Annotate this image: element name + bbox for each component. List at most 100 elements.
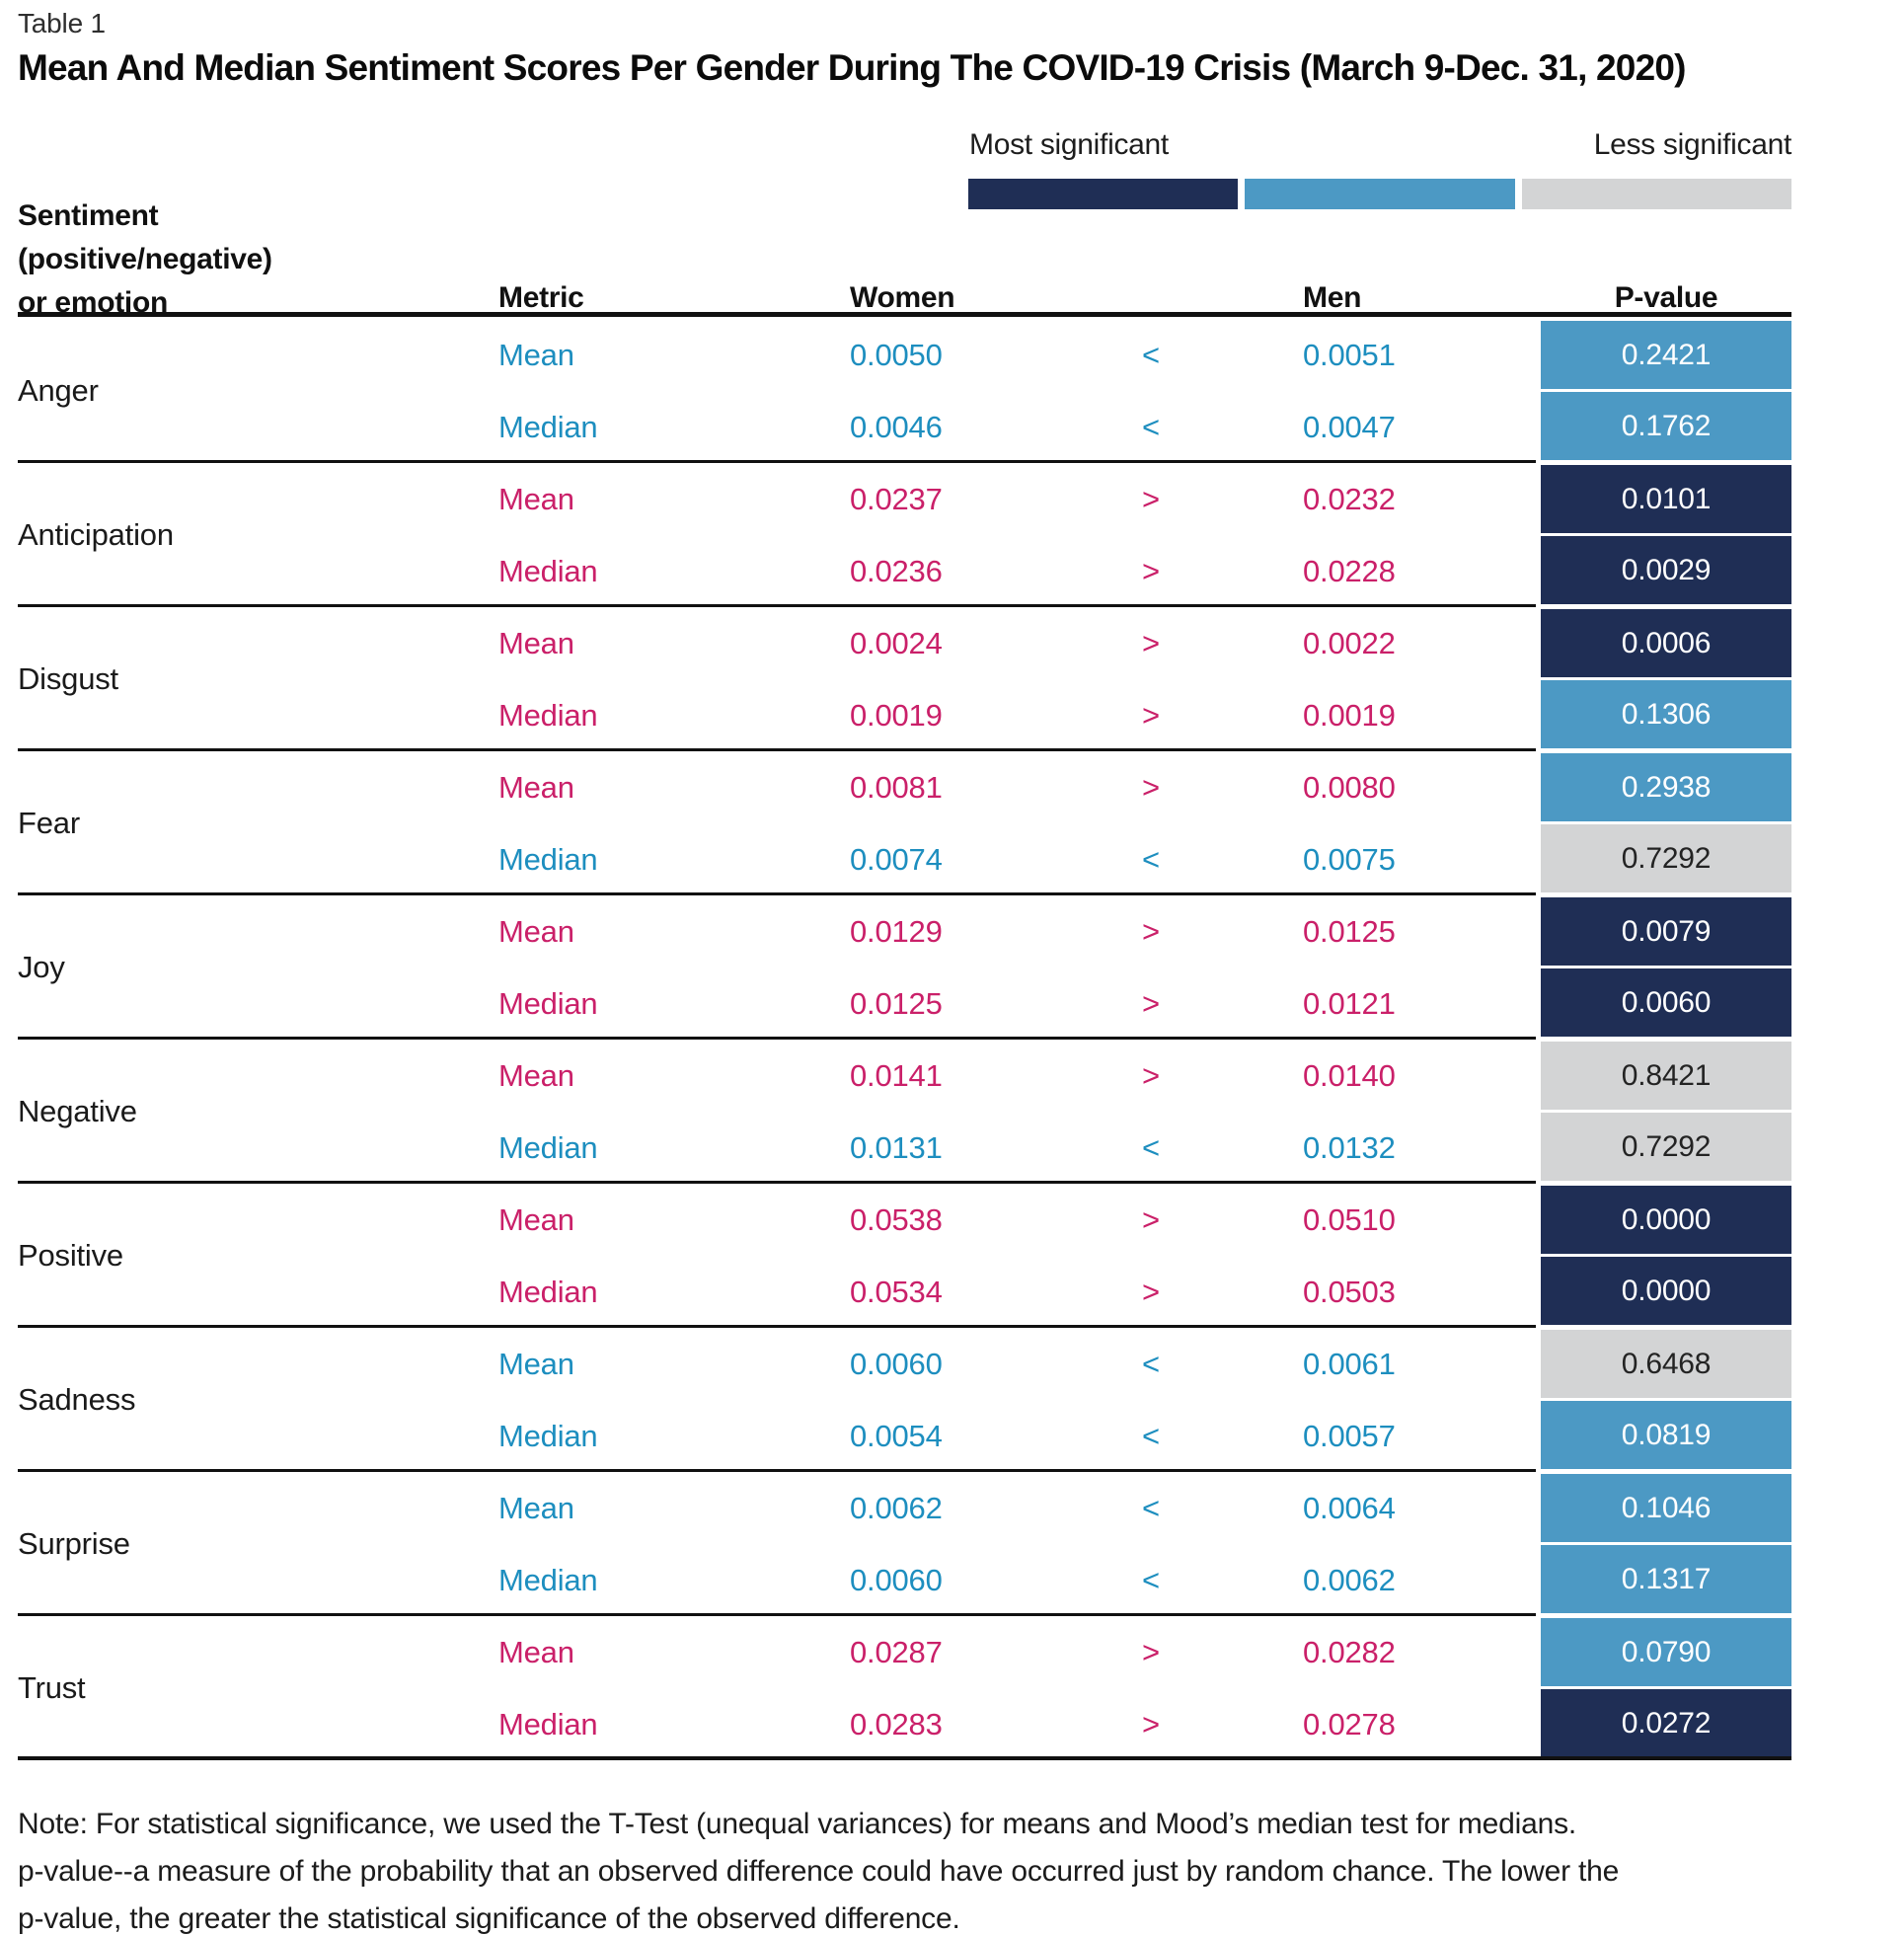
group-separator bbox=[18, 460, 1536, 463]
column-header-men: Men bbox=[1303, 281, 1362, 314]
table-row: Median 0.0074 < 0.0075 0.7292 bbox=[0, 823, 1904, 895]
comparison-icon: < bbox=[1142, 1129, 1160, 1165]
emotion-label: Anticipation bbox=[18, 517, 174, 552]
emotion-label: Trust bbox=[18, 1670, 86, 1705]
emotion-group: Anticipation Mean 0.0237 > 0.0232 0.0101… bbox=[0, 463, 1904, 607]
metric-cell: Median bbox=[498, 409, 598, 444]
p-value-cell: 0.0819 bbox=[1541, 1401, 1791, 1469]
table-row: Mean 0.0129 > 0.0125 0.0079 bbox=[0, 895, 1904, 968]
comparison-icon: > bbox=[1142, 1634, 1160, 1669]
comparison-icon: < bbox=[1142, 1418, 1160, 1453]
p-value-cell: 0.7292 bbox=[1541, 1113, 1791, 1181]
p-value-cell: 0.1317 bbox=[1541, 1545, 1791, 1613]
women-value: 0.0062 bbox=[850, 1490, 943, 1525]
women-value: 0.0019 bbox=[850, 697, 943, 733]
comparison-icon: < bbox=[1142, 409, 1160, 444]
metric-cell: Median bbox=[498, 1418, 598, 1453]
table-row: Mean 0.0538 > 0.0510 0.0000 bbox=[0, 1184, 1904, 1256]
table-row: Median 0.0534 > 0.0503 0.0000 bbox=[0, 1256, 1904, 1328]
comparison-icon: < bbox=[1142, 1490, 1160, 1525]
p-value-cell: 0.0101 bbox=[1541, 465, 1791, 533]
table-body: Anger Mean 0.0050 < 0.0051 0.2421 Median… bbox=[0, 319, 1904, 1760]
women-value: 0.0081 bbox=[850, 769, 943, 805]
group-separator bbox=[18, 1181, 1536, 1184]
emotion-group: Negative Mean 0.0141 > 0.0140 0.8421 Med… bbox=[0, 1040, 1904, 1184]
table-row: Median 0.0283 > 0.0278 0.0272 bbox=[0, 1688, 1904, 1760]
p-value-cell: 0.6468 bbox=[1541, 1330, 1791, 1398]
comparison-icon: < bbox=[1142, 1562, 1160, 1597]
table-number-label: Table 1 bbox=[18, 8, 106, 39]
women-value: 0.0131 bbox=[850, 1129, 943, 1165]
women-value: 0.0236 bbox=[850, 553, 943, 588]
metric-cell: Mean bbox=[498, 1634, 574, 1669]
women-value: 0.0129 bbox=[850, 913, 943, 949]
p-value-cell: 0.0006 bbox=[1541, 609, 1791, 677]
men-value: 0.0061 bbox=[1303, 1346, 1396, 1381]
comparison-icon: > bbox=[1142, 697, 1160, 733]
p-value-cell: 0.0272 bbox=[1541, 1689, 1791, 1757]
metric-cell: Mean bbox=[498, 1346, 574, 1381]
women-value: 0.0050 bbox=[850, 337, 943, 372]
group-separator bbox=[18, 1325, 1536, 1328]
emotion-label: Surprise bbox=[18, 1526, 130, 1561]
men-value: 0.0022 bbox=[1303, 625, 1396, 660]
women-value: 0.0060 bbox=[850, 1562, 943, 1597]
comparison-icon: > bbox=[1142, 913, 1160, 949]
table-row: Mean 0.0141 > 0.0140 0.8421 bbox=[0, 1040, 1904, 1112]
emotion-group: Sadness Mean 0.0060 < 0.0061 0.6468 Medi… bbox=[0, 1328, 1904, 1472]
metric-cell: Median bbox=[498, 1706, 598, 1742]
column-header-metric: Metric bbox=[498, 281, 584, 314]
women-value: 0.0054 bbox=[850, 1418, 943, 1453]
comparison-icon: < bbox=[1142, 337, 1160, 372]
emotion-label: Fear bbox=[18, 806, 80, 840]
p-value-cell: 0.2938 bbox=[1541, 753, 1791, 821]
group-separator bbox=[18, 1756, 1791, 1760]
emotion-group: Surprise Mean 0.0062 < 0.0064 0.1046 Med… bbox=[0, 1472, 1904, 1616]
men-value: 0.0232 bbox=[1303, 481, 1396, 516]
metric-cell: Mean bbox=[498, 1057, 574, 1093]
metric-cell: Median bbox=[498, 1562, 598, 1597]
metric-cell: Mean bbox=[498, 625, 574, 660]
men-value: 0.0047 bbox=[1303, 409, 1396, 444]
men-value: 0.0125 bbox=[1303, 913, 1396, 949]
metric-cell: Mean bbox=[498, 913, 574, 949]
women-value: 0.0024 bbox=[850, 625, 943, 660]
column-header-pvalue: P-value bbox=[1614, 281, 1718, 314]
table-row: Median 0.0046 < 0.0047 0.1762 bbox=[0, 391, 1904, 463]
group-separator bbox=[18, 604, 1536, 607]
women-value: 0.0237 bbox=[850, 481, 943, 516]
comparison-icon: > bbox=[1142, 1274, 1160, 1309]
women-value: 0.0283 bbox=[850, 1706, 943, 1742]
note-line-3: p-value, the greater the statistical sig… bbox=[18, 1902, 960, 1935]
metric-cell: Median bbox=[498, 841, 598, 877]
emotion-label: Positive bbox=[18, 1238, 123, 1273]
metric-cell: Mean bbox=[498, 1201, 574, 1237]
metric-cell: Median bbox=[498, 985, 598, 1021]
men-value: 0.0051 bbox=[1303, 337, 1396, 372]
p-value-cell: 0.1762 bbox=[1541, 392, 1791, 460]
table-row: Mean 0.0050 < 0.0051 0.2421 bbox=[0, 319, 1904, 391]
women-value: 0.0538 bbox=[850, 1201, 943, 1237]
men-value: 0.0503 bbox=[1303, 1274, 1396, 1309]
column-header-women: Women bbox=[850, 281, 955, 314]
men-value: 0.0075 bbox=[1303, 841, 1396, 877]
table-note: Note: For statistical significance, we u… bbox=[18, 1801, 1619, 1935]
table-row: Mean 0.0287 > 0.0282 0.0790 bbox=[0, 1616, 1904, 1688]
table-row: Mean 0.0081 > 0.0080 0.2938 bbox=[0, 751, 1904, 823]
women-value: 0.0141 bbox=[850, 1057, 943, 1093]
p-value-cell: 0.0079 bbox=[1541, 897, 1791, 966]
men-value: 0.0510 bbox=[1303, 1201, 1396, 1237]
column-header-sentiment-line1: Sentiment bbox=[18, 199, 159, 232]
legend-swatch-medium-significant bbox=[1245, 179, 1515, 209]
metric-cell: Median bbox=[498, 1129, 598, 1165]
p-value-cell: 0.2421 bbox=[1541, 321, 1791, 389]
comparison-icon: > bbox=[1142, 769, 1160, 805]
column-header-sentiment-line2: (positive/negative) bbox=[18, 243, 272, 275]
metric-cell: Median bbox=[498, 1274, 598, 1309]
header-divider-rule bbox=[18, 312, 1791, 317]
table-row: Median 0.0060 < 0.0062 0.1317 bbox=[0, 1544, 1904, 1616]
comparison-icon: > bbox=[1142, 481, 1160, 516]
metric-cell: Mean bbox=[498, 769, 574, 805]
legend-swatch-less-significant bbox=[1521, 179, 1791, 209]
p-value-cell: 0.0000 bbox=[1541, 1186, 1791, 1254]
